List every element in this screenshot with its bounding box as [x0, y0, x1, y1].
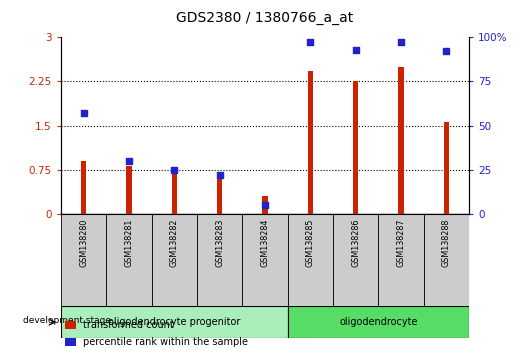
Point	[261, 202, 269, 208]
Bar	[172, 172, 177, 214]
Bar	[333, 214, 378, 306]
Bar	[307, 72, 313, 214]
Text: GSM138287: GSM138287	[396, 219, 405, 267]
Text: GSM138285: GSM138285	[306, 219, 315, 267]
Text: GSM138284: GSM138284	[261, 219, 269, 267]
Text: GSM138286: GSM138286	[351, 219, 360, 267]
Text: development stage: development stage	[23, 316, 111, 325]
Point	[442, 48, 450, 54]
Text: transformed count: transformed count	[83, 320, 174, 330]
Bar	[353, 81, 358, 214]
Bar	[65, 321, 76, 329]
Point	[80, 110, 88, 116]
Point	[397, 40, 405, 45]
Bar	[242, 214, 288, 306]
Bar	[107, 214, 152, 306]
Bar	[152, 214, 197, 306]
Point	[170, 167, 179, 173]
Text: GSM138283: GSM138283	[215, 219, 224, 267]
Text: GSM138280: GSM138280	[79, 219, 88, 267]
Bar	[288, 214, 333, 306]
Point	[351, 47, 360, 52]
Point	[306, 40, 315, 45]
Bar	[61, 214, 107, 306]
Point	[125, 158, 133, 164]
Point	[215, 172, 224, 178]
Text: oligodendrocyte progenitor: oligodendrocyte progenitor	[108, 317, 241, 327]
Text: GSM138282: GSM138282	[170, 219, 179, 267]
Bar	[197, 214, 242, 306]
Bar	[262, 196, 268, 214]
Bar	[126, 166, 131, 214]
Bar	[378, 214, 423, 306]
Bar	[399, 67, 404, 214]
Text: GDS2380 / 1380766_a_at: GDS2380 / 1380766_a_at	[176, 11, 354, 25]
Text: percentile rank within the sample: percentile rank within the sample	[83, 337, 248, 347]
Bar	[444, 121, 449, 214]
Bar	[81, 161, 86, 214]
Text: GSM138288: GSM138288	[442, 219, 451, 267]
Bar	[423, 214, 469, 306]
Bar	[61, 306, 288, 338]
Bar	[65, 338, 76, 346]
Text: oligodendrocyte: oligodendrocyte	[339, 317, 418, 327]
Bar	[217, 175, 223, 214]
Bar	[288, 306, 469, 338]
Text: GSM138281: GSM138281	[125, 219, 134, 267]
